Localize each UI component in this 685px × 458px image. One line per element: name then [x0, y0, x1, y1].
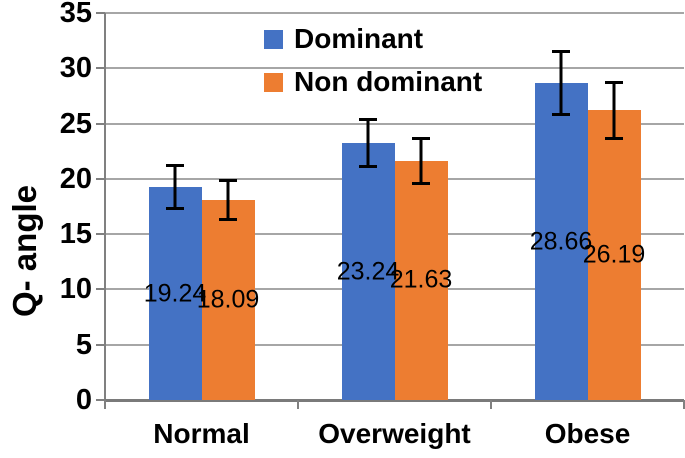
- category-label: Obese: [544, 418, 631, 449]
- legend-item-dominant: Dominant: [264, 24, 482, 54]
- error-bar-cap-top: [219, 179, 237, 183]
- error-bar-non-dominant-overweight: [419, 137, 423, 185]
- x-axis-tick: [490, 400, 492, 409]
- category-label: Normal: [153, 418, 250, 449]
- x-axis-line: [105, 399, 684, 402]
- y-axis-tick: [96, 288, 105, 291]
- bar-value-label: 23.24: [336, 257, 400, 286]
- y-axis-tick-label: 25: [59, 107, 92, 140]
- gridline: [105, 67, 684, 70]
- error-bar-dominant-normal: [173, 165, 177, 210]
- bar-value-label: 28.66: [529, 227, 593, 256]
- category-label: Overweight: [318, 418, 471, 449]
- bar-value-label: 21.63: [389, 265, 453, 294]
- x-axis-tick: [683, 400, 685, 409]
- y-axis-tick-label: 0: [75, 384, 92, 416]
- bar-non-dominant-overweight: [394, 160, 448, 400]
- y-axis-tick-label: 15: [59, 218, 92, 251]
- error-bar-cap-top: [359, 117, 377, 121]
- y-axis-tick-label: 20: [59, 162, 92, 195]
- bar-value-label: 26.19: [582, 240, 646, 269]
- error-bar-cap-bottom: [166, 207, 184, 211]
- bar-non-dominant-obese: [587, 110, 641, 400]
- bar-dominant-overweight: [341, 143, 395, 400]
- legend-swatch-icon: [264, 29, 283, 49]
- error-bar-cap-bottom: [605, 137, 623, 141]
- bar-dominant-obese: [534, 83, 588, 400]
- y-axis-tick: [96, 12, 105, 14]
- error-bar-non-dominant-normal: [226, 180, 230, 220]
- error-bar-cap-top: [552, 50, 570, 54]
- y-axis-tick-label: 35: [59, 0, 92, 29]
- legend: Dominant Non dominant: [264, 24, 482, 110]
- error-bar-cap-bottom: [219, 217, 237, 221]
- error-bar-cap-bottom: [359, 165, 377, 169]
- bar-dominant-normal: [148, 187, 202, 400]
- error-bar-cap-top: [166, 164, 184, 168]
- y-axis-tick-label: 5: [75, 328, 92, 361]
- error-bar-cap-top: [412, 136, 430, 140]
- x-axis-tick: [297, 400, 299, 409]
- y-axis-tick: [96, 399, 105, 401]
- legend-item-non-dominant: Non dominant: [264, 67, 482, 97]
- y-axis-tick-label: 10: [59, 273, 92, 306]
- error-bar-dominant-obese: [559, 51, 563, 116]
- error-bar-non-dominant-obese: [612, 81, 616, 140]
- bar-value-label: 19.24: [143, 279, 207, 308]
- y-axis-tick: [96, 122, 105, 125]
- legend-label: Non dominant: [294, 66, 483, 97]
- y-axis-tick-label: 30: [59, 52, 92, 85]
- bar-non-dominant-normal: [201, 199, 255, 400]
- legend-label: Dominant: [294, 23, 424, 54]
- gridline: [105, 12, 684, 14]
- gridline: [105, 122, 684, 125]
- x-axis-tick: [104, 400, 106, 409]
- bar-value-label: 18.09: [196, 285, 260, 314]
- y-axis-tick: [96, 67, 105, 70]
- y-axis-line: [104, 13, 106, 400]
- error-bar-cap-bottom: [412, 182, 430, 186]
- error-bar-dominant-overweight: [366, 118, 370, 168]
- y-axis-tick: [96, 177, 105, 180]
- legend-swatch-icon: [264, 72, 283, 92]
- y-axis-tick: [96, 233, 105, 236]
- error-bar-cap-bottom: [552, 113, 570, 117]
- error-bar-cap-top: [605, 80, 623, 84]
- y-axis-tick: [96, 343, 105, 346]
